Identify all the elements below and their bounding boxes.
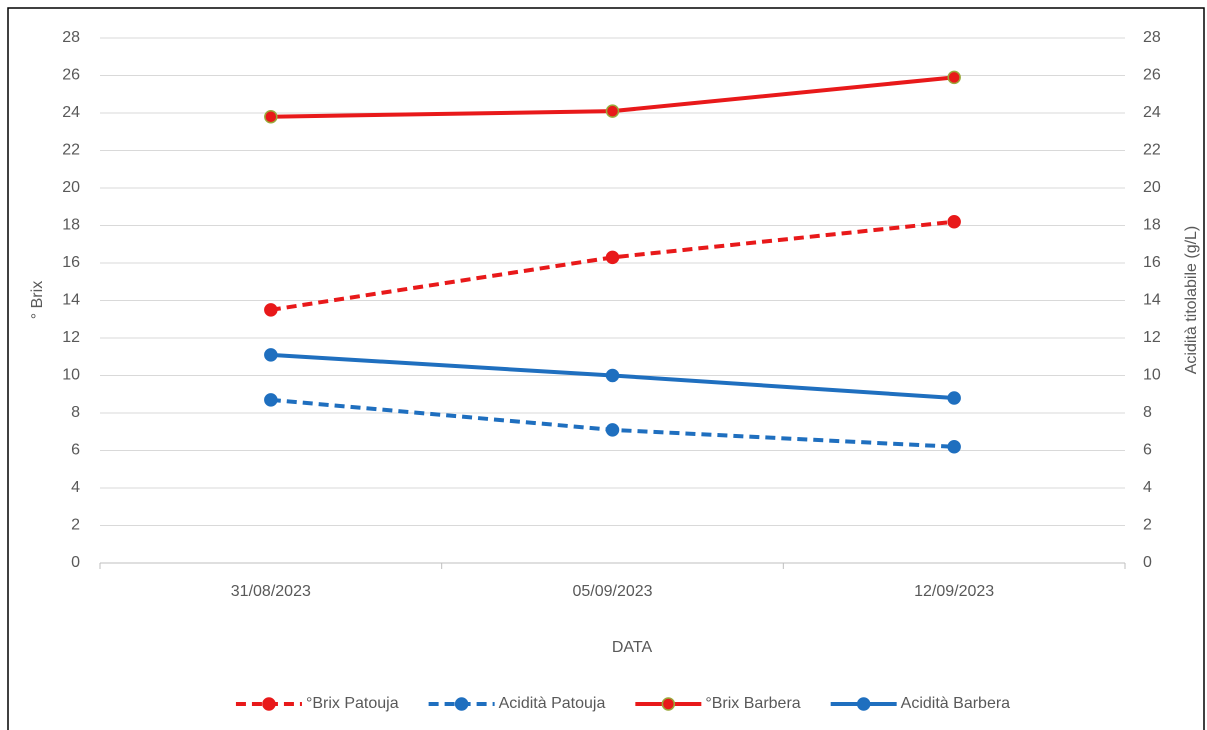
y2-tick-label: 24 bbox=[1143, 104, 1161, 121]
series-line bbox=[270, 219, 955, 312]
y2-tick-label: 28 bbox=[1143, 29, 1161, 46]
y-tick-label: 18 bbox=[62, 217, 80, 234]
data-point bbox=[947, 440, 961, 454]
legend: °Brix Patouja Acidità Patouja °Brix Barber… bbox=[235, 695, 1010, 712]
y2-tick-label: 20 bbox=[1143, 179, 1161, 196]
y-tick-label: 10 bbox=[62, 367, 80, 384]
y2-tick-label: 4 bbox=[1143, 479, 1152, 496]
y2-tick-label: 0 bbox=[1143, 554, 1152, 571]
frame bbox=[7, 7, 1205, 730]
data-point bbox=[264, 393, 278, 407]
data-point bbox=[947, 391, 961, 405]
y-axis-title: ° Brix bbox=[29, 281, 46, 319]
legend-marker bbox=[262, 697, 276, 711]
y-tick-label: 4 bbox=[71, 479, 80, 496]
y2-tick-label: 2 bbox=[1143, 517, 1152, 534]
data-point bbox=[264, 110, 278, 124]
y-tick-label: 6 bbox=[71, 442, 80, 459]
legend-marker bbox=[454, 697, 469, 711]
x-tick-label: 12/09/2023 bbox=[914, 583, 994, 600]
data-point bbox=[264, 348, 278, 362]
y-tick-label: 12 bbox=[62, 329, 80, 346]
data-point bbox=[605, 250, 620, 265]
data-point bbox=[264, 303, 278, 317]
y2-tick-label: 16 bbox=[1143, 254, 1161, 271]
y-tick-label: 8 bbox=[71, 404, 80, 421]
y2-axis-title: Acidità titolabile (g/L) bbox=[1183, 226, 1200, 375]
data-point bbox=[947, 215, 961, 229]
y2-tick-label: 18 bbox=[1143, 217, 1161, 234]
y-tick-label: 28 bbox=[62, 29, 80, 46]
x-tick-label: 31/08/2023 bbox=[231, 583, 311, 600]
legend-marker bbox=[661, 697, 676, 711]
y-tick-label: 20 bbox=[62, 179, 80, 196]
y-tick-label: 16 bbox=[62, 254, 80, 271]
y-tick-label: 14 bbox=[62, 292, 80, 309]
legend-label: °Brix Patouja bbox=[306, 695, 399, 712]
data-point bbox=[947, 70, 961, 85]
y-tick-label: 0 bbox=[71, 554, 80, 571]
y-tick-label: 22 bbox=[62, 142, 80, 159]
legend-label: Acidità Barbera bbox=[901, 695, 1010, 712]
y2-tick-label: 10 bbox=[1143, 367, 1161, 384]
y2-tick-label: 14 bbox=[1143, 292, 1161, 309]
y2-tick-label: 22 bbox=[1143, 142, 1161, 159]
legend-marker bbox=[856, 697, 871, 711]
data-point bbox=[605, 104, 620, 118]
y-tick-label: 2 bbox=[71, 517, 80, 534]
x-axis-title: DATA bbox=[612, 639, 653, 656]
data-point bbox=[605, 423, 620, 437]
y2-tick-label: 26 bbox=[1143, 67, 1161, 84]
legend-label: Acidità Patouja bbox=[499, 695, 606, 712]
y2-tick-label: 12 bbox=[1143, 329, 1161, 346]
y-tick-label: 26 bbox=[62, 67, 80, 84]
y2-tick-label: 6 bbox=[1143, 442, 1152, 459]
y2-tick-label: 8 bbox=[1143, 404, 1152, 421]
data-point bbox=[605, 368, 620, 383]
legend-label: °Brix Barbera bbox=[705, 695, 800, 712]
x-tick-label: 05/09/2023 bbox=[572, 583, 652, 600]
y-tick-label: 24 bbox=[62, 104, 80, 121]
